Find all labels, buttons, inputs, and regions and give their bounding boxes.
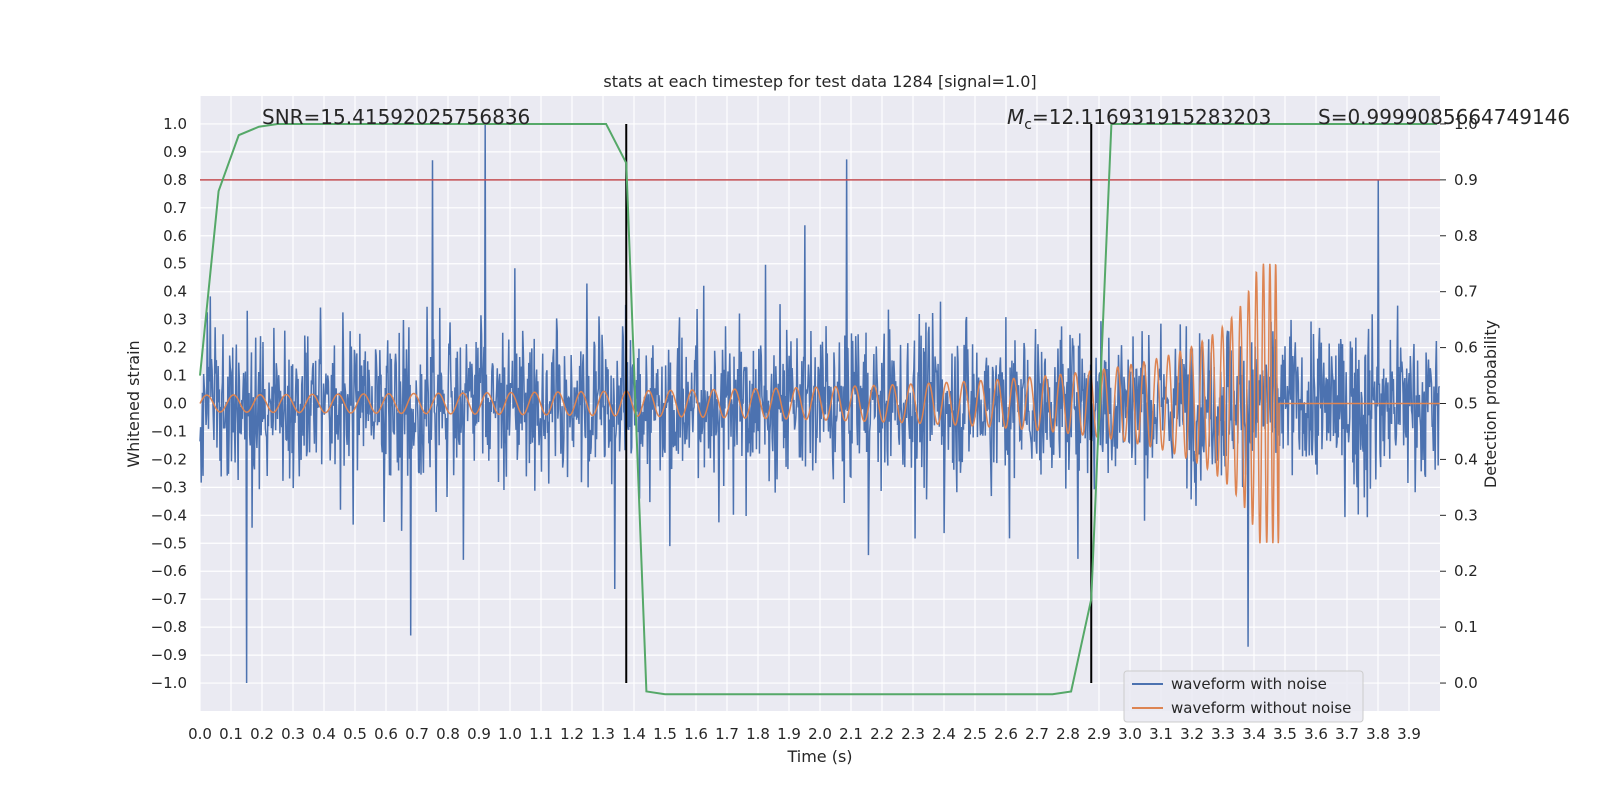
y-right-tick-label: 0.8 <box>1454 227 1478 245</box>
x-tick-label: 1.1 <box>529 725 553 743</box>
legend: waveform with noise waveform without noi… <box>1123 670 1364 723</box>
legend-label-clean: waveform without noise <box>1171 699 1351 717</box>
x-axis-label: Time (s) <box>786 747 852 766</box>
y-tick-label: 0.5 <box>163 255 187 273</box>
x-tick-label: 3.0 <box>1118 725 1142 743</box>
x-tick-label: 2.0 <box>808 725 832 743</box>
y-tick-label: 0.9 <box>163 143 187 161</box>
x-tick-label: 3.5 <box>1273 725 1297 743</box>
y-right-tick-label: 0.1 <box>1454 618 1478 636</box>
x-tick-label: 3.8 <box>1366 725 1390 743</box>
y-tick-label: −0.8 <box>151 618 187 636</box>
y-tick-label: −0.5 <box>151 534 187 552</box>
chart-title: stats at each timestep for test data 128… <box>603 72 1036 91</box>
x-tick-label: 0.5 <box>343 725 367 743</box>
snr-annotation: SNR=15.41592025756836 <box>262 105 530 129</box>
x-tick-label: 1.6 <box>684 725 708 743</box>
y-tick-label: −0.7 <box>151 590 187 608</box>
y-tick-label: 0.3 <box>163 311 187 329</box>
x-tick-label: 2.2 <box>870 725 894 743</box>
x-tick-label: 3.6 <box>1304 725 1328 743</box>
x-tick-label: 1.7 <box>715 725 739 743</box>
mc-subscript: c <box>1024 117 1032 133</box>
mc-value: =12.116931915283203 <box>1032 105 1271 129</box>
y-tick-label: −0.3 <box>151 478 187 496</box>
y-axis-label: Whitened strain <box>124 340 143 467</box>
x-tick-label: 2.3 <box>901 725 925 743</box>
x-tick-label: 2.9 <box>1087 725 1111 743</box>
x-tick-label: 1.8 <box>746 725 770 743</box>
x-tick-label: 0.9 <box>467 725 491 743</box>
y-right-tick-label: 0.0 <box>1454 674 1478 692</box>
s-annotation: S=0.9999085664749146 <box>1318 105 1570 129</box>
y-right-tick-label: 0.6 <box>1454 339 1478 357</box>
y-tick-label: 0.0 <box>163 395 187 413</box>
x-tick-label: 1.0 <box>498 725 522 743</box>
y-tick-label: −0.4 <box>151 506 187 524</box>
x-tick-label: 0.8 <box>436 725 460 743</box>
legend-box <box>1123 670 1364 723</box>
x-tick-label: 1.5 <box>653 725 677 743</box>
legend-label-noise: waveform with noise <box>1171 675 1327 693</box>
x-tick-label: 0.0 <box>188 725 212 743</box>
y-tick-labels: 1.0 0.9 0.8 0.7 0.6 0.5 0.4 0.3 0.2 0.1 0.0 −0.1 −0.… <box>151 115 187 692</box>
y-tick-label: −0.1 <box>151 422 187 440</box>
x-tick-label: 2.1 <box>839 725 863 743</box>
x-tick-label: 3.7 <box>1335 725 1359 743</box>
x-tick-label: 0.3 <box>281 725 305 743</box>
x-tick-label: 3.2 <box>1180 725 1204 743</box>
y-tick-label: 0.6 <box>163 227 187 245</box>
x-tick-label: 2.4 <box>932 725 956 743</box>
x-tick-label: 2.6 <box>994 725 1018 743</box>
y-tick-label: −0.9 <box>151 646 187 664</box>
y-right-tick-label: 0.3 <box>1454 506 1478 524</box>
y-tick-label: 0.1 <box>163 367 187 385</box>
y-tick-label: 0.8 <box>163 171 187 189</box>
x-tick-label: 2.8 <box>1056 725 1080 743</box>
y-right-tick-label: 0.4 <box>1454 450 1478 468</box>
y-tick-label: −1.0 <box>151 674 187 692</box>
y-right-tick-labels: 1.0 0.9 0.8 0.7 0.6 0.5 0.4 0.3 0.2 0.1 0.0 <box>1440 115 1478 692</box>
y-tick-label: −0.6 <box>151 562 187 580</box>
x-tick-label: 3.1 <box>1149 725 1173 743</box>
x-tick-label: 0.6 <box>374 725 398 743</box>
y-right-tick-label: 0.5 <box>1454 395 1478 413</box>
series-waveform-with-noise <box>199 123 1441 684</box>
y-right-tick-label: 0.9 <box>1454 171 1478 189</box>
y-tick-label: 0.2 <box>163 339 187 357</box>
mc-symbol: M <box>1007 105 1024 129</box>
x-tick-label: 3.4 <box>1242 725 1266 743</box>
x-tick-label: 2.7 <box>1025 725 1049 743</box>
x-tick-label: 1.2 <box>560 725 584 743</box>
y-tick-label: 1.0 <box>163 115 187 133</box>
x-tick-label: 3.9 <box>1397 725 1421 743</box>
x-tick-label: 0.7 <box>405 725 429 743</box>
y-right-tick-label: 0.2 <box>1454 562 1478 580</box>
x-tick-label: 1.4 <box>622 725 646 743</box>
mc-annotation: Mc=12.116931915283203 <box>1007 105 1271 133</box>
y-right-tick-label: 1.0 <box>1454 115 1478 133</box>
x-tick-label: 0.4 <box>312 725 336 743</box>
x-tick-label: 2.5 <box>963 725 987 743</box>
y-tick-label: 0.4 <box>163 283 187 301</box>
y-right-axis-label: Detection probability <box>1481 320 1500 488</box>
y-tick-label: 0.7 <box>163 199 187 217</box>
y-right-tick-label: 0.7 <box>1454 283 1478 301</box>
x-tick-label: 1.3 <box>591 725 615 743</box>
x-tick-label: 0.1 <box>219 725 243 743</box>
y-tick-label: −0.2 <box>151 450 187 468</box>
x-tick-label: 1.9 <box>777 725 801 743</box>
x-tick-labels: 0.0 0.1 0.2 0.3 0.4 0.5 0.6 0.7 0.8 0.9 1.0 1.1 1.2 1… <box>188 725 1421 743</box>
series-layer <box>199 122 1441 696</box>
x-tick-label: 0.2 <box>250 725 274 743</box>
x-tick-label: 3.3 <box>1211 725 1235 743</box>
series-waveform-without-noise <box>199 263 1440 544</box>
